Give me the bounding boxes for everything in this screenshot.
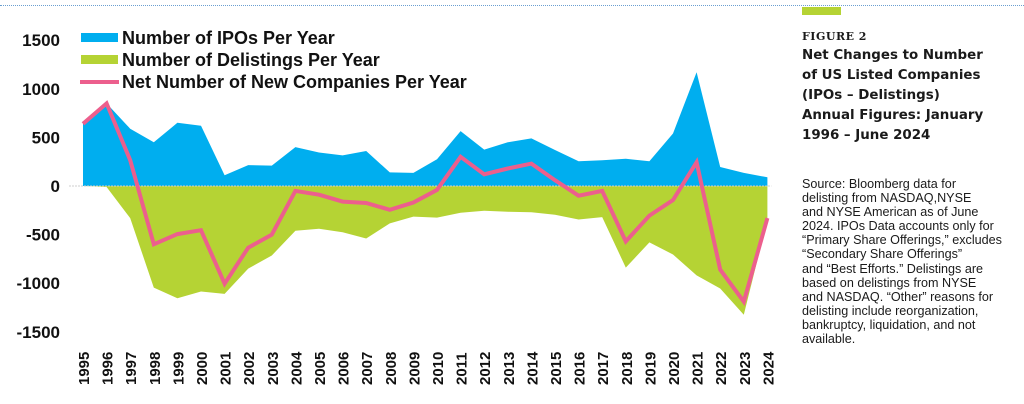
figure-caption: FIGURE 2 Net Changes to Number of US Lis… [802,30,1022,146]
figure-source-note: Source: Bloomberg data for delisting fro… [802,177,1024,346]
legend-swatch-delistings [81,55,118,64]
y-tick-label: -500 [26,226,60,245]
x-tick-label: 2024 [760,351,777,385]
x-tick-label: 2007 [359,352,376,385]
source-line: and NYSE American as of June [802,205,979,220]
x-tick-label: 2023 [737,352,754,385]
x-tick-label: 2017 [595,352,612,385]
y-tick-label: 1500 [22,31,60,50]
x-tick-label: 2012 [477,352,494,385]
x-tick-label: 2020 [666,352,683,385]
figure-label: FIGURE 2 [802,30,867,43]
x-tick-label: 2003 [265,352,282,385]
area-delistings [83,186,768,315]
figure-title-line: (IPOs – Delistings) [802,88,940,103]
y-tick-label: -1000 [17,274,60,293]
x-tick-label: 2021 [690,352,707,385]
legend: Number of IPOs Per Year Number of Delist… [80,28,467,92]
x-tick-label: 2018 [619,352,636,385]
x-tick-label: 2006 [336,352,353,385]
source-line: Source: Bloomberg data for [802,177,957,191]
source-line: based on delistings from NYSE [802,275,977,290]
source-line: 2024. IPOs Data accounts only for [802,219,994,234]
x-tick-label: 2019 [642,352,659,385]
x-tick-label: 1995 [76,352,93,385]
y-tick-label: 1000 [22,80,60,99]
x-tick-label: 2010 [430,352,447,385]
source-line: “Secondary Share Offerings” [802,247,963,262]
source-line: and “Best Efforts.” Delistings are [802,261,984,276]
x-tick-label: 1996 [100,352,117,385]
x-tick-label: 2016 [572,352,589,385]
source-line: “Primary Share Offerings,” excludes [802,233,1002,248]
x-tick-label: 2001 [218,352,235,385]
x-tick-label: 2008 [383,352,400,385]
y-axis-ticks: 1500 1000 500 0 -500 -1000 -1500 [17,31,60,342]
y-tick-label: 0 [51,177,60,196]
x-tick-label: 2013 [501,352,518,385]
x-tick-label: 2000 [194,352,211,385]
figure-title: Net Changes to Number of US Listed Compa… [802,46,1022,146]
x-tick-label: 1999 [170,352,187,385]
chart-lines [81,100,770,307]
x-tick-label: 2009 [406,352,423,385]
source-line: delisting from NASDAQ,NYSE [802,191,972,206]
source-line: delisting include reorganization, [802,303,979,318]
x-tick-label: 2002 [241,352,258,385]
figure-title-line: of US Listed Companies [802,68,981,83]
top-dotted-rule [0,5,1024,6]
x-tick-label: 1997 [123,352,140,385]
source-line: and NASDAQ. “Other” reasons for [802,289,994,304]
accent-block [802,7,841,15]
legend-label-net: Net Number of New Companies Per Year [122,72,467,92]
chart-areas [83,72,768,315]
x-tick-label: 1998 [147,352,164,385]
line-net-new-companies [81,100,770,307]
x-tick-label: 2011 [454,352,471,385]
figure-title-line: 1996 – June 2024 [802,128,931,143]
x-tick-label: 2005 [312,352,329,385]
y-tick-label: -1500 [17,323,60,342]
figure-title-line: Annual Figures: January [802,108,984,123]
y-tick-label: 500 [32,128,60,147]
x-tick-label: 2022 [713,352,730,385]
legend-label-delistings: Number of Delistings Per Year [122,50,380,70]
legend-swatch-ipos [81,33,118,42]
x-axis-ticks: 1995 1996 1997 1998 1999 2000 2001 2002 2003 2004… [76,351,777,385]
figure-title-line: Net Changes to Number [802,48,983,63]
x-tick-label: 2004 [288,351,305,385]
x-tick-label: 2015 [548,352,565,385]
source-line: bankruptcy, liquidation, and not [802,317,976,332]
source-line: available. [802,332,856,347]
x-tick-label: 2014 [524,351,541,385]
legend-label-ipos: Number of IPOs Per Year [122,28,335,48]
